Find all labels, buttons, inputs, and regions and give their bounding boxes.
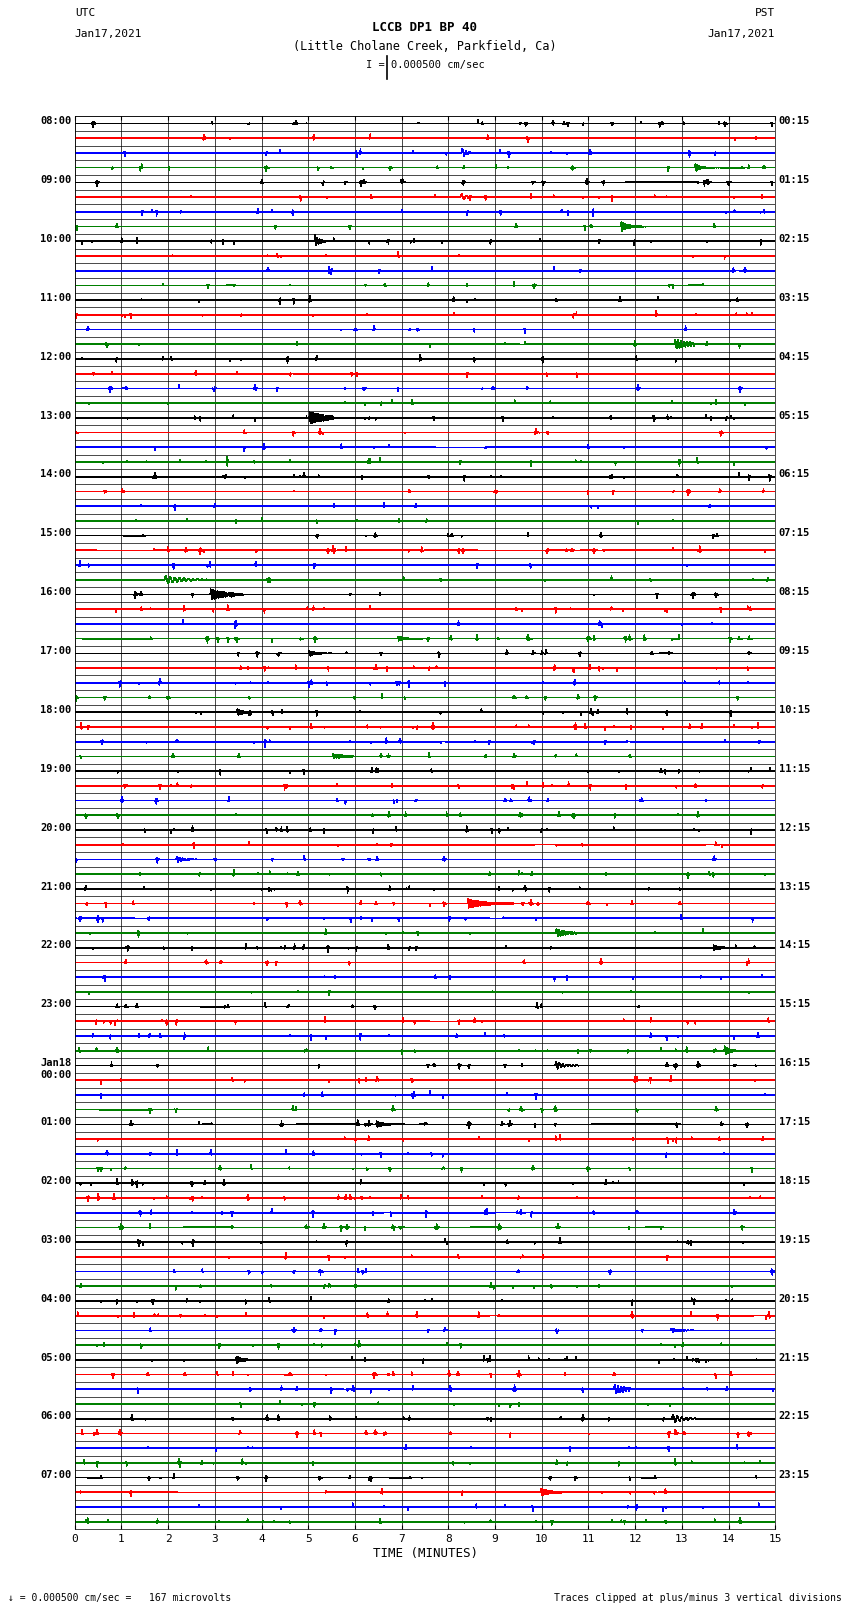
Text: 12:15: 12:15 [779,823,810,832]
Text: 16:00: 16:00 [40,587,71,597]
Text: 20:15: 20:15 [779,1294,810,1303]
Text: I = 0.000500 cm/sec: I = 0.000500 cm/sec [366,60,484,69]
Text: 17:15: 17:15 [779,1118,810,1127]
Text: 23:00: 23:00 [40,1000,71,1010]
Text: 17:00: 17:00 [40,645,71,656]
Text: 16:15: 16:15 [779,1058,810,1068]
X-axis label: TIME (MINUTES): TIME (MINUTES) [372,1547,478,1560]
Text: 07:15: 07:15 [779,529,810,539]
Text: 09:15: 09:15 [779,645,810,656]
Text: 04:15: 04:15 [779,352,810,361]
Text: 08:15: 08:15 [779,587,810,597]
Text: (Little Cholane Creek, Parkfield, Ca): (Little Cholane Creek, Parkfield, Ca) [293,40,557,53]
Text: 22:15: 22:15 [779,1411,810,1421]
Text: 12:00: 12:00 [40,352,71,361]
Text: ↓ = 0.000500 cm/sec =   167 microvolts: ↓ = 0.000500 cm/sec = 167 microvolts [8,1594,232,1603]
Text: 14:00: 14:00 [40,469,71,479]
Text: 18:00: 18:00 [40,705,71,715]
Text: Jan17,2021: Jan17,2021 [708,29,775,39]
Text: 18:15: 18:15 [779,1176,810,1186]
Text: 00:15: 00:15 [779,116,810,126]
Text: 01:00: 01:00 [40,1118,71,1127]
Text: 02:15: 02:15 [779,234,810,244]
Text: 13:15: 13:15 [779,881,810,892]
Text: 15:15: 15:15 [779,1000,810,1010]
Text: 08:00: 08:00 [40,116,71,126]
Text: 07:00: 07:00 [40,1471,71,1481]
Text: Traces clipped at plus/minus 3 vertical divisions: Traces clipped at plus/minus 3 vertical … [553,1594,842,1603]
Text: 06:00: 06:00 [40,1411,71,1421]
Text: 20:00: 20:00 [40,823,71,832]
Text: 05:15: 05:15 [779,410,810,421]
Text: PST: PST [755,8,775,18]
Text: 15:00: 15:00 [40,529,71,539]
Text: 23:15: 23:15 [779,1471,810,1481]
Text: 21:00: 21:00 [40,881,71,892]
Text: 04:00: 04:00 [40,1294,71,1303]
Text: 14:15: 14:15 [779,940,810,950]
Text: 11:15: 11:15 [779,763,810,774]
Text: 10:15: 10:15 [779,705,810,715]
Text: UTC: UTC [75,8,95,18]
Text: 22:00: 22:00 [40,940,71,950]
Text: Jan18
00:00: Jan18 00:00 [40,1058,71,1079]
Text: 13:00: 13:00 [40,410,71,421]
Text: 03:00: 03:00 [40,1236,71,1245]
Text: Jan17,2021: Jan17,2021 [75,29,142,39]
Text: 02:00: 02:00 [40,1176,71,1186]
Text: 06:15: 06:15 [779,469,810,479]
Text: 10:00: 10:00 [40,234,71,244]
Text: 01:15: 01:15 [779,174,810,185]
Text: 19:15: 19:15 [779,1236,810,1245]
Text: LCCB DP1 BP 40: LCCB DP1 BP 40 [372,21,478,34]
Text: 19:00: 19:00 [40,763,71,774]
Text: 11:00: 11:00 [40,294,71,303]
Text: 05:00: 05:00 [40,1352,71,1363]
Text: 03:15: 03:15 [779,294,810,303]
Text: 09:00: 09:00 [40,174,71,185]
Text: 21:15: 21:15 [779,1352,810,1363]
